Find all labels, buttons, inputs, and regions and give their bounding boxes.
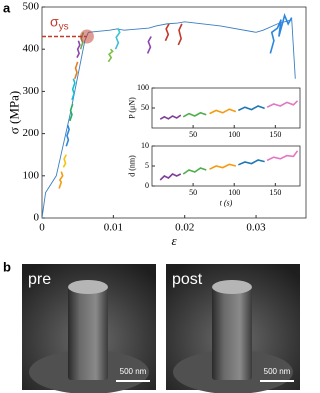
series-line xyxy=(209,163,237,170)
y-axis-label: σ (MPa) xyxy=(7,91,22,134)
image-label: pre xyxy=(28,271,51,288)
series-line xyxy=(62,154,67,168)
series-line xyxy=(238,159,265,166)
y-axis-label: d (nm) xyxy=(128,155,137,177)
plot-area xyxy=(151,87,301,129)
series-line xyxy=(71,78,76,101)
y-tick-label: 100 xyxy=(137,83,149,92)
series-line xyxy=(146,36,152,54)
y-tick-label: 10 xyxy=(141,141,149,150)
y-tick-label: 300 xyxy=(23,85,40,97)
series-line xyxy=(41,19,296,219)
yield-subscript: ys xyxy=(59,21,69,32)
series-line xyxy=(76,40,81,59)
panel-label: a xyxy=(3,0,11,15)
x-tick-label: 50 xyxy=(189,188,197,197)
y-tick-label: 0 xyxy=(145,181,149,190)
x-tick-label: 150 xyxy=(269,130,281,139)
figure: a b pre 500 nm post 500 nm 0 0.01 0.02 0.03… xyxy=(3,0,307,393)
series-line xyxy=(69,103,74,122)
y-tick-label: 400 xyxy=(23,43,40,55)
x-axis-label: ε xyxy=(171,233,177,248)
sem-image: pre 500 nm xyxy=(22,264,156,393)
y-tick-label: 500 xyxy=(23,1,40,13)
series-line xyxy=(269,12,293,54)
series-line xyxy=(114,27,121,50)
series-line xyxy=(177,23,183,46)
x-tick-label: 0.01 xyxy=(104,221,123,233)
series-line xyxy=(159,114,182,120)
sem-image: post 500 nm xyxy=(166,264,300,393)
series-line xyxy=(182,167,207,175)
y-tick-label: 50 xyxy=(141,103,149,112)
yield-annotation: σys xyxy=(50,13,69,32)
panel-label: b xyxy=(3,259,11,274)
y-tick-label: 100 xyxy=(23,169,40,181)
x-tick-label: 100 xyxy=(228,130,240,139)
y-tick-label: 0 xyxy=(34,212,40,224)
x-tick-label: 0.03 xyxy=(246,221,266,233)
yield-symbol: σ xyxy=(50,13,59,29)
x-tick-label: 100 xyxy=(228,188,240,197)
series-line xyxy=(65,124,70,147)
series-line xyxy=(266,100,299,108)
image-label: post xyxy=(172,271,203,288)
scale-bar-label: 500 nm xyxy=(264,367,291,376)
series-line xyxy=(164,23,170,42)
series-line xyxy=(182,111,207,118)
series-line xyxy=(74,61,79,79)
series-line xyxy=(209,108,237,115)
scale-bar-label: 500 nm xyxy=(120,367,147,376)
series-line xyxy=(159,173,182,181)
y-axis-label: P (μN) xyxy=(128,97,137,119)
x-tick-label: 50 xyxy=(189,130,197,139)
x-axis-label: t (s) xyxy=(220,198,233,207)
series-line xyxy=(58,171,64,189)
y-tick-label: 5 xyxy=(145,161,149,170)
x-tick-label: 0.02 xyxy=(175,221,194,233)
series-line xyxy=(237,105,265,112)
yield-marker xyxy=(79,29,94,44)
x-tick-label: 150 xyxy=(269,188,281,197)
y-tick-label: 200 xyxy=(23,127,40,139)
x-tick-label: 0 xyxy=(39,221,45,233)
series-line xyxy=(107,48,114,63)
series-line xyxy=(266,150,299,162)
